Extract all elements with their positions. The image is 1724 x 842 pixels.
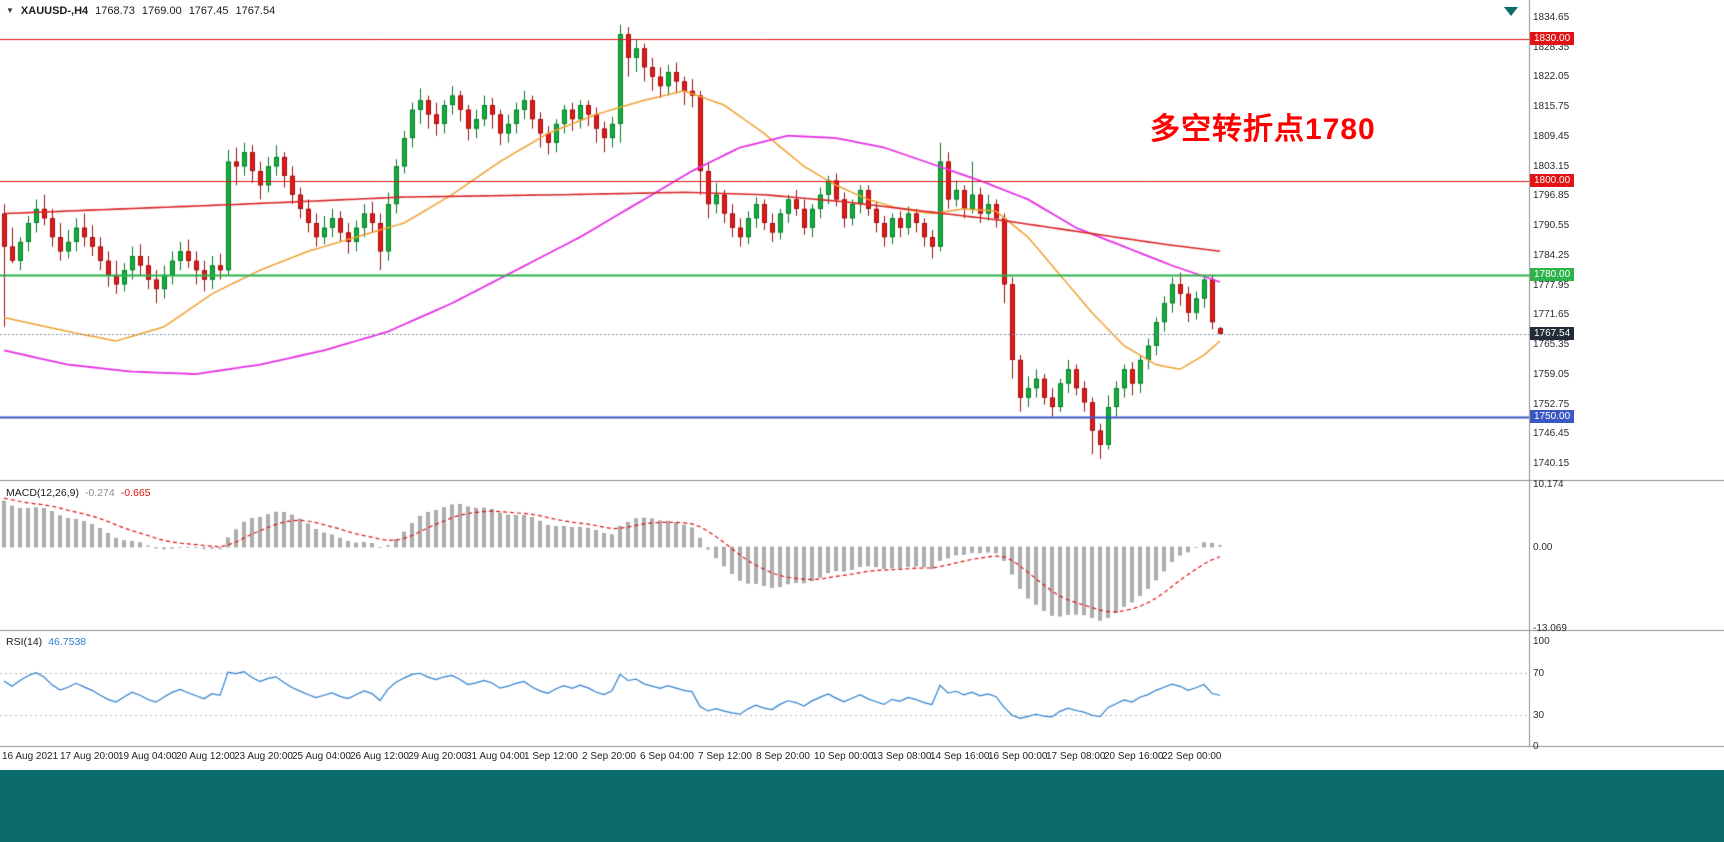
- price-tick-label: 1815.75: [1533, 101, 1570, 113]
- ohlc-low-value: 1767.45: [188, 5, 229, 17]
- macd-main-value: -0.274: [84, 487, 115, 499]
- bottom-bar: [0, 770, 1724, 842]
- rsi-axis-label: 0: [1533, 741, 1539, 752]
- time-axis-label: 8 Sep 20:00: [756, 751, 810, 762]
- price-tick-label: 1771.65: [1533, 309, 1570, 321]
- time-axis-label: 22 Sep 00:00: [1162, 751, 1222, 762]
- time-axis-label: 19 Aug 04:00: [118, 751, 177, 762]
- macd-axis-label: 10.174: [1533, 479, 1564, 490]
- ohlc-high-value: 1769.00: [141, 5, 182, 17]
- ohlc-open-value: 1768.73: [95, 5, 135, 17]
- price-tick-label: 1803.15: [1533, 160, 1570, 172]
- time-axis-label: 20 Aug 12:00: [176, 751, 235, 762]
- time-axis-label: 16 Aug 2021: [2, 751, 59, 762]
- macd-name: MACD(12,26,9): [6, 487, 79, 499]
- time-axis-label: 10 Sep 00:00: [814, 751, 874, 762]
- level-price-badge: 1830.00: [1530, 32, 1575, 46]
- price-tick-label: 1765.35: [1533, 339, 1570, 351]
- time-axis-label: 7 Sep 12:00: [698, 751, 752, 762]
- price-tick-label: 1796.85: [1533, 190, 1570, 202]
- rsi-name: RSI(14): [6, 636, 43, 648]
- time-axis-label: 25 Aug 04:00: [292, 751, 351, 762]
- macd-axis-label: -13.069: [1533, 623, 1567, 634]
- time-axis-label: 13 Sep 08:00: [872, 751, 932, 762]
- macd-signal-value: -0.665: [120, 487, 151, 499]
- price-tick-label: 1777.95: [1533, 279, 1570, 291]
- price-tick-label: 1822.05: [1533, 71, 1570, 83]
- level-price-badge: 1780.00: [1530, 268, 1575, 282]
- time-axis-label: 16 Sep 00:00: [988, 751, 1048, 762]
- chart-title: ▼ XAUUSD-,H4 1768.73 1769.00 1767.45 176…: [6, 5, 275, 17]
- rsi-value: 46.7538: [48, 636, 87, 648]
- price-tick-label: 1752.75: [1533, 398, 1570, 410]
- time-axis-label: 2 Sep 20:00: [582, 751, 636, 762]
- macd-axis-label: 0.00: [1533, 542, 1553, 554]
- level-price-badge: 1750.00: [1530, 410, 1575, 423]
- rsi-axis-label: 70: [1533, 667, 1545, 679]
- level-price-badge: 1800.00: [1530, 174, 1575, 188]
- rsi-axis-label: 100: [1533, 636, 1550, 647]
- time-axis-label: 20 Sep 16:00: [1104, 751, 1164, 762]
- time-axis-label: 6 Sep 04:00: [640, 751, 694, 762]
- price-tick-label: 1784.25: [1533, 249, 1570, 261]
- time-axis-label: 17 Aug 20:00: [60, 751, 119, 762]
- time-axis-label: 31 Aug 04:00: [466, 751, 525, 762]
- rsi-indicator-label: RSI(14) 46.7538: [6, 636, 86, 648]
- price-tick-label: 1809.45: [1533, 130, 1570, 142]
- symbol-timeframe-label: XAUUSD-,H4: [20, 5, 89, 17]
- price-tick-label: 1746.45: [1533, 428, 1570, 440]
- ohlc-close-value: 1767.54: [235, 5, 276, 17]
- chart-canvas[interactable]: [0, 0, 1724, 770]
- annotation-text: 多空转折点1780: [1150, 113, 1376, 146]
- price-tick-label: 1828.35: [1533, 41, 1570, 53]
- price-tick-label: 1740.15: [1533, 458, 1570, 469]
- price-tick-label: 1759.05: [1533, 368, 1570, 380]
- macd-indicator-label: MACD(12,26,9) -0.274 -0.665: [6, 487, 151, 499]
- time-axis-label: 29 Aug 20:00: [408, 751, 467, 762]
- current-price-badge: 1767.54: [1530, 327, 1575, 341]
- collapse-triangle-icon[interactable]: ▼: [6, 5, 14, 15]
- time-axis-label: 14 Sep 16:00: [930, 751, 990, 762]
- chart-shift-marker-icon[interactable]: [1504, 7, 1518, 16]
- time-axis-label: 26 Aug 12:00: [350, 751, 409, 762]
- price-tick-label: 1790.55: [1533, 220, 1570, 232]
- price-tick-label: 1834.65: [1533, 12, 1570, 23]
- time-axis-label: 1 Sep 12:00: [524, 751, 578, 762]
- time-axis-label: 23 Aug 20:00: [234, 751, 293, 762]
- time-axis-label: 17 Sep 08:00: [1046, 751, 1106, 762]
- rsi-axis-label: 30: [1533, 709, 1545, 721]
